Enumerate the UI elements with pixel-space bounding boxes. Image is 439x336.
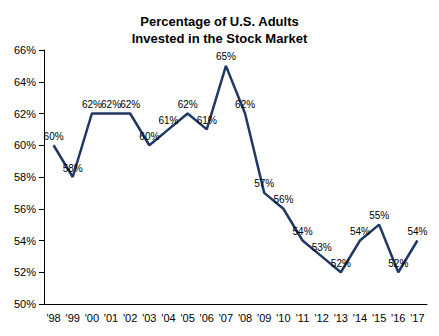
svg-text:'01: '01 xyxy=(104,312,118,324)
svg-text:57%: 57% xyxy=(254,178,274,189)
svg-text:'12: '12 xyxy=(315,312,329,324)
svg-text:62%: 62% xyxy=(82,99,102,110)
svg-text:'98: '98 xyxy=(46,312,60,324)
svg-text:50%: 50% xyxy=(14,298,36,310)
svg-text:65%: 65% xyxy=(216,51,236,62)
svg-text:54%: 54% xyxy=(293,226,313,237)
svg-text:61%: 61% xyxy=(197,115,217,126)
svg-text:'04: '04 xyxy=(161,312,175,324)
svg-text:'14: '14 xyxy=(353,312,367,324)
svg-text:62%: 62% xyxy=(14,108,36,120)
svg-text:'06: '06 xyxy=(200,312,214,324)
svg-text:'08: '08 xyxy=(238,312,252,324)
svg-text:'09: '09 xyxy=(257,312,271,324)
svg-text:52%: 52% xyxy=(14,266,36,278)
svg-text:'00: '00 xyxy=(85,312,99,324)
svg-text:'15: '15 xyxy=(372,312,386,324)
svg-text:Invested in the Stock Market: Invested in the Stock Market xyxy=(132,31,308,46)
svg-text:62%: 62% xyxy=(178,99,198,110)
svg-text:'99: '99 xyxy=(66,312,80,324)
svg-text:58%: 58% xyxy=(63,163,83,174)
svg-text:'05: '05 xyxy=(180,312,194,324)
svg-text:'17: '17 xyxy=(410,312,424,324)
svg-text:'02: '02 xyxy=(123,312,137,324)
svg-text:60%: 60% xyxy=(139,131,159,142)
svg-text:54%: 54% xyxy=(14,235,36,247)
svg-text:56%: 56% xyxy=(273,194,293,205)
svg-text:61%: 61% xyxy=(158,115,178,126)
svg-text:'07: '07 xyxy=(219,312,233,324)
svg-text:'16: '16 xyxy=(391,312,405,324)
svg-text:52%: 52% xyxy=(331,258,351,269)
svg-text:56%: 56% xyxy=(14,203,36,215)
svg-text:'10: '10 xyxy=(276,312,290,324)
svg-text:52%: 52% xyxy=(388,258,408,269)
svg-text:54%: 54% xyxy=(350,226,370,237)
svg-text:'03: '03 xyxy=(142,312,156,324)
svg-text:53%: 53% xyxy=(312,242,332,253)
svg-text:Percentage of U.S. Adults: Percentage of U.S. Adults xyxy=(140,14,298,29)
svg-text:62%: 62% xyxy=(235,99,255,110)
svg-text:'11: '11 xyxy=(296,312,310,324)
svg-text:64%: 64% xyxy=(14,76,36,88)
svg-text:55%: 55% xyxy=(369,210,389,221)
svg-text:62%: 62% xyxy=(101,99,121,110)
svg-text:60%: 60% xyxy=(44,131,64,142)
svg-text:62%: 62% xyxy=(120,99,140,110)
svg-text:'13: '13 xyxy=(334,312,348,324)
svg-text:66%: 66% xyxy=(14,44,36,56)
svg-text:54%: 54% xyxy=(407,226,427,237)
svg-text:60%: 60% xyxy=(14,139,36,151)
svg-text:58%: 58% xyxy=(14,171,36,183)
